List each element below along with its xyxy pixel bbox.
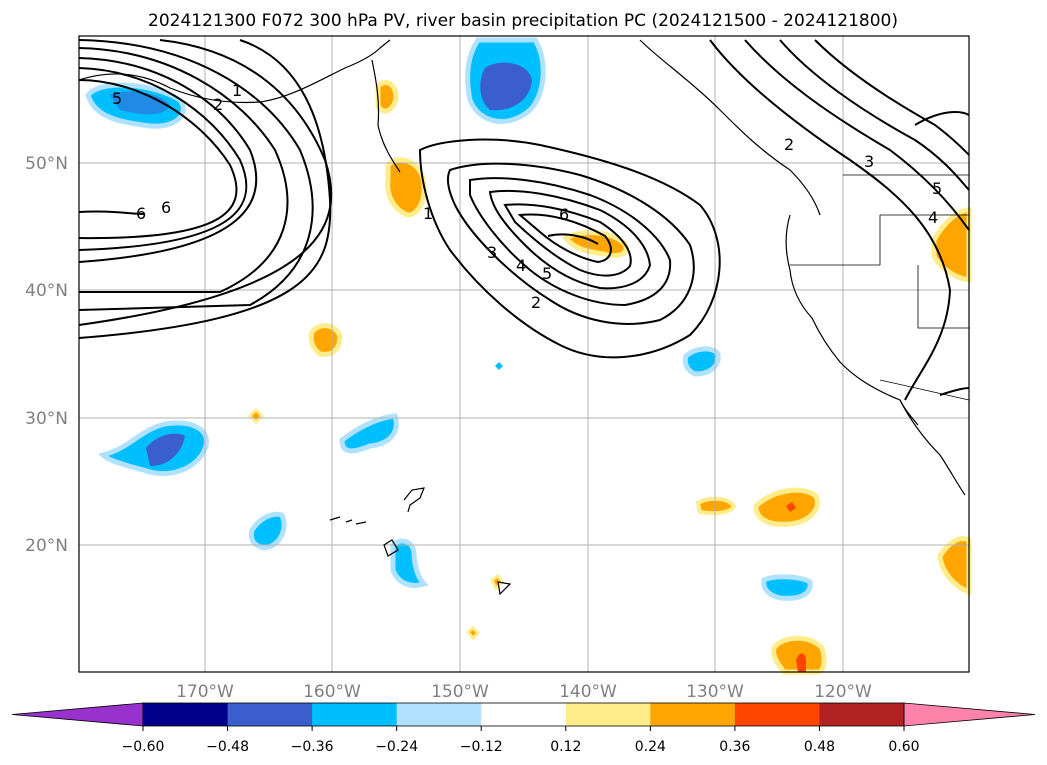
colorbar-tick-label: 0.60 (888, 739, 919, 755)
colorbar-segment (227, 703, 313, 726)
contour-label: 5 (112, 89, 122, 108)
colorbar-tick-label: −0.48 (206, 739, 249, 755)
lat-label: 30°N (25, 409, 68, 429)
colorbar-segment (565, 703, 651, 726)
colorbar: −0.60 −0.48 −0.36 −0.24 −0.12 0.12 0.24 0.36 0.4… (11, 702, 1036, 755)
contour-label: 5 (542, 264, 552, 283)
colorbar-tick-label: 0.24 (635, 739, 666, 755)
colorbar-segment (312, 703, 398, 726)
contour-label: 1 (423, 204, 433, 223)
contour-label: 1 (232, 81, 242, 100)
pv-contour-labels: 1 2 5 6 6 1 3 4 5 2 6 2 3 4 5 (112, 81, 942, 312)
lat-label: 40°N (25, 281, 68, 301)
colorbar-tick-label: −0.60 (122, 739, 165, 755)
colorbar-tick-label: −0.24 (375, 739, 418, 755)
colorbar-segment (481, 703, 567, 726)
lon-label: 170°W (176, 682, 234, 702)
colorbar-segment (819, 703, 905, 726)
lon-label: 120°W (814, 682, 872, 702)
contour-label: 6 (559, 205, 569, 224)
contour-label: 4 (516, 256, 526, 275)
lon-label: 140°W (559, 682, 617, 702)
lat-axis-labels: 50°N 40°N 30°N 20°N (25, 154, 68, 556)
colorbar-segment (396, 703, 482, 726)
figure-title: 2024121300 F072 300 hPa PV, river basin … (148, 11, 898, 31)
pv-contours (78, 39, 970, 401)
colorbar-extend-max (903, 702, 1036, 727)
contour-label: 3 (487, 243, 497, 262)
colorbar-tick-label: −0.12 (460, 739, 503, 755)
colorbar-segment (143, 703, 229, 726)
lon-label: 160°W (303, 682, 361, 702)
colorbar-segment (650, 703, 736, 726)
contour-label: 4 (928, 208, 938, 227)
colorbar-tick-label: −0.36 (291, 739, 334, 755)
contour-label: 5 (932, 179, 942, 198)
precip-shading (85, 37, 972, 675)
lon-axis-labels: 170°W 160°W 150°W 140°W 130°W 120°W (176, 682, 872, 702)
colorbar-extend-min (11, 702, 144, 727)
contour-label: 3 (864, 152, 874, 171)
map-panel: 1 2 5 6 6 1 3 4 5 2 6 2 3 4 5 (78, 35, 972, 675)
colorbar-tick-label: 0.36 (719, 739, 750, 755)
contour-label: 2 (531, 293, 541, 312)
contour-label: 6 (161, 198, 171, 217)
map-frame (78, 35, 970, 673)
lat-label: 20°N (25, 536, 68, 556)
lon-label: 130°W (686, 682, 744, 702)
lat-label: 50°N (25, 154, 68, 174)
contour-label: 2 (213, 95, 223, 114)
colorbar-segment (734, 703, 820, 726)
colorbar-tick-label: 0.48 (804, 739, 835, 755)
colorbar-tick-label: 0.12 (550, 739, 581, 755)
contour-label: 6 (136, 204, 146, 223)
contour-label: 2 (784, 135, 794, 154)
colorbar-frame (142, 702, 905, 727)
lon-label: 150°W (431, 682, 489, 702)
